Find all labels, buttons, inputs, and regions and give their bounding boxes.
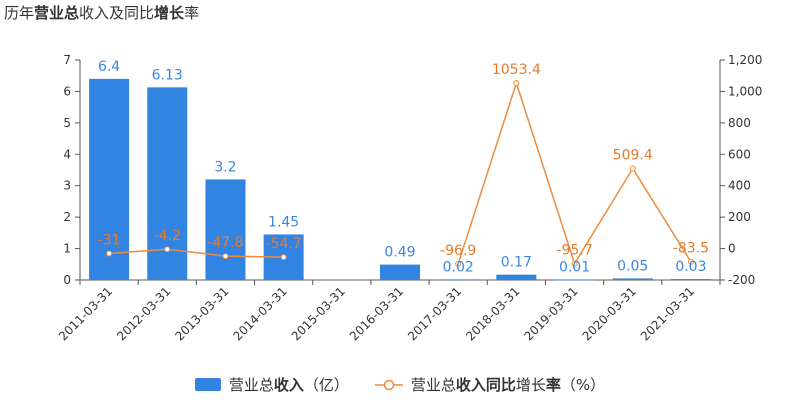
revenue-data-label: 0.17: [501, 255, 532, 271]
x-axis-tick-label: 2014-03-31: [231, 284, 290, 343]
right-axis-tick-label: 600: [728, 147, 751, 161]
x-axis-tick-label: 2011-03-31: [56, 284, 115, 343]
growth-data-label: -83.5: [673, 241, 709, 257]
right-axis-tick-label: 200: [728, 210, 751, 224]
right-axis-tick-label: 1,200: [728, 53, 762, 67]
legend-bar-swatch: [194, 378, 221, 391]
growth-point: [222, 253, 229, 260]
left-axis-tick-label: 0: [63, 273, 71, 287]
x-axis-tick-label: 2020-03-31: [580, 284, 639, 343]
legend-label-revenue: 营业总收入（亿）: [229, 374, 349, 395]
revenue-data-label: 6.4: [98, 59, 120, 75]
legend-item-revenue[interactable]: 营业总收入（亿）: [194, 374, 349, 395]
legend-bar-label-part: 收入: [273, 376, 304, 394]
growth-point: [629, 165, 636, 172]
title-part: 历年: [4, 4, 35, 22]
legend-item-growth[interactable]: 营业总收入同比增长率（%）: [374, 374, 605, 395]
revenue-bar: [205, 179, 246, 280]
left-axis-tick-label: 6: [63, 84, 71, 98]
x-axis-tick-label: 2012-03-31: [114, 284, 173, 343]
title-part: 增长: [154, 4, 185, 22]
legend: 营业总收入（亿） 营业总收入同比增长率（%）: [0, 374, 800, 395]
growth-data-label: 509.4: [613, 148, 653, 164]
revenue-data-label: 0.03: [675, 259, 706, 275]
x-axis-tick-label: 2018-03-31: [463, 284, 522, 343]
revenue-bar: [496, 274, 537, 280]
left-axis-tick-label: 5: [63, 116, 71, 130]
growth-line: [457, 80, 692, 266]
chart-title: 历年营业总收入及同比增长率: [4, 2, 199, 23]
growth-point: [687, 258, 694, 265]
x-axis-tick-label: 2013-03-31: [172, 284, 231, 343]
growth-point: [164, 246, 171, 253]
revenue-bar: [554, 279, 595, 281]
legend-bar-label-part: 营业总: [228, 376, 274, 394]
growth-line: [109, 248, 284, 258]
legend-line-label-part: （%）: [560, 376, 606, 394]
revenue-data-label: 6.13: [152, 67, 183, 83]
revenue-data-label: 0.49: [384, 245, 415, 261]
legend-line-label-part: 增长: [515, 376, 546, 394]
growth-data-label: -47.8: [207, 235, 243, 251]
growth-point: [280, 254, 287, 261]
growth-point: [106, 250, 113, 257]
left-axis-tick-label: 3: [63, 179, 71, 193]
revenue-data-label: 0.02: [443, 259, 474, 275]
revenue-data-label: 0.05: [617, 258, 648, 274]
legend-line-label-part: 收入同比: [455, 376, 516, 394]
right-axis-tick-label: 1,000: [728, 84, 762, 98]
x-axis-tick-label: 2016-03-31: [347, 284, 406, 343]
left-axis-tick-label: 7: [63, 53, 71, 67]
revenue-bar: [438, 279, 479, 281]
left-axis-tick-label: 1: [63, 242, 71, 256]
revenue-bar: [670, 279, 711, 280]
x-axis-tick-label: 2019-03-31: [521, 284, 580, 343]
revenue-bar: [380, 264, 420, 280]
x-axis-tick-label: 2015-03-31: [289, 284, 348, 343]
right-axis-tick-label: -200: [728, 273, 755, 287]
growth-data-label: -54.7: [266, 236, 302, 252]
legend-line-label-part: 营业总: [410, 376, 456, 394]
legend-line-swatch: [374, 379, 403, 390]
revenue-bar: [612, 278, 653, 280]
growth-point: [513, 80, 520, 87]
legend-bar-label-part: （亿）: [303, 376, 349, 394]
x-axis-tick-label: 2017-03-31: [405, 284, 464, 343]
revenue-data-label: 3.2: [214, 159, 236, 175]
growth-point: [571, 260, 578, 267]
title-part: 率: [184, 4, 200, 22]
legend-label-growth: 营业总收入同比增长率（%）: [411, 374, 605, 395]
right-axis-tick-label: 0: [728, 242, 736, 256]
growth-data-label: -95.7: [556, 243, 592, 259]
title-part: 收入及同比: [79, 4, 155, 22]
revenue-data-label: 0.01: [559, 260, 590, 276]
revenue-bar: [89, 78, 130, 280]
growth-data-label: -31: [98, 232, 121, 248]
x-axis-tick-label: 2021-03-31: [638, 284, 697, 343]
title-part: 营业总: [34, 4, 80, 22]
right-axis-tick-label: 800: [728, 116, 751, 130]
legend-line-label-part: 率: [545, 376, 561, 394]
growth-point: [455, 260, 462, 267]
left-axis-tick-label: 2: [63, 210, 71, 224]
growth-data-label: -96.9: [440, 243, 476, 259]
growth-data-label: 1053.4: [492, 62, 541, 78]
revenue-data-label: 1.45: [268, 214, 299, 230]
left-axis-tick-label: 4: [63, 147, 71, 161]
growth-data-label: -4.2: [154, 228, 181, 244]
right-axis-tick-label: 400: [728, 179, 751, 193]
